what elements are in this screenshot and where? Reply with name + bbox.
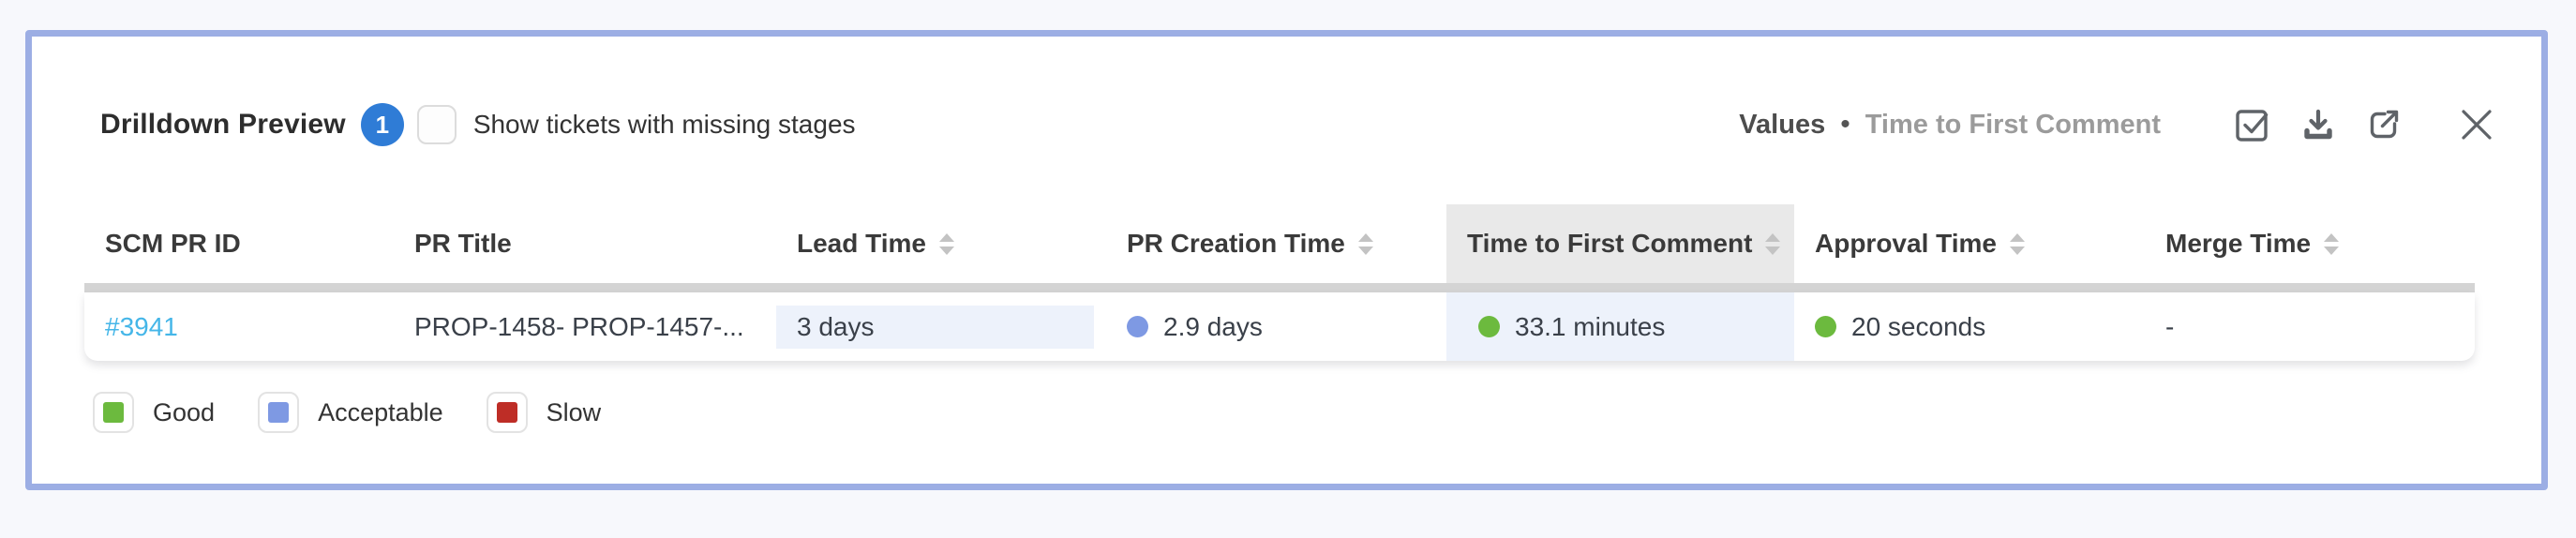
table-header-row: SCM PR ID PR Title Lead Time PR Creation… [84, 204, 2475, 283]
pr-id-link[interactable]: #3941 [105, 311, 178, 341]
selected-metric-label: Time to First Comment [1865, 109, 2161, 140]
column-header-pr-creation-time[interactable]: PR Creation Time [1106, 204, 1446, 283]
sort-icon [2324, 232, 2340, 255]
legend-item-slow: Slow [486, 392, 601, 433]
cell-time-to-first-comment: 33.1 minutes [1446, 292, 1794, 361]
sort-icon [938, 232, 954, 255]
acceptable-swatch [268, 402, 290, 423]
legend-item-good: Good [93, 392, 215, 433]
external-link-icon [2370, 110, 2399, 139]
status-legend: Good Acceptable Slow [93, 392, 601, 433]
panel-header: Drilldown Preview 1 Show tickets with mi… [100, 100, 2498, 149]
count-badge: 1 [360, 103, 404, 146]
download-button[interactable] [2299, 106, 2337, 143]
drilldown-table: SCM PR ID PR Title Lead Time PR Creation… [84, 204, 2475, 361]
lead-time-highlight: 3 days [776, 305, 1094, 349]
cell-merge-time: - [2165, 311, 2175, 341]
slow-swatch [496, 402, 517, 423]
good-swatch [103, 402, 124, 423]
good-status-dot [1815, 316, 1836, 337]
close-icon [2462, 110, 2492, 140]
legend-swatch-box [486, 392, 528, 433]
sort-icon [1357, 232, 1373, 255]
acceptable-status-dot [1127, 316, 1148, 337]
legend-item-acceptable: Acceptable [258, 392, 443, 433]
checkbox-check-icon [2236, 110, 2269, 142]
cell-approval-time: 20 seconds [1794, 292, 2145, 361]
drilldown-preview-panel: Drilldown Preview 1 Show tickets with mi… [25, 30, 2548, 490]
download-icon [2304, 109, 2332, 140]
missing-stages-checkbox[interactable] [416, 105, 457, 144]
good-status-dot [1478, 316, 1500, 337]
panel-header-left: Drilldown Preview 1 Show tickets with mi… [100, 103, 856, 146]
values-label: Values [1739, 109, 1826, 140]
column-header-pr-title: PR Title [414, 229, 512, 258]
sort-icon [2009, 232, 2025, 255]
cell-lead-time: 3 days [776, 292, 1106, 361]
sort-icon [1765, 232, 1781, 255]
toolbar-icon-group [2206, 103, 2498, 146]
column-header-merge-time[interactable]: Merge Time [2145, 204, 2475, 283]
column-header-scm-pr-id: SCM PR ID [105, 229, 241, 258]
cell-pr-creation-time: 2.9 days [1106, 292, 1446, 361]
table-row: #3941 PROP-1458- PROP-1457-... 3 days 2.… [84, 292, 2475, 361]
legend-swatch-box [93, 392, 134, 433]
header-divider [84, 283, 2475, 292]
open-external-button[interactable] [2365, 106, 2403, 143]
legend-swatch-box [258, 392, 300, 433]
column-header-approval-time[interactable]: Approval Time [1794, 204, 2145, 283]
panel-title: Drilldown Preview [100, 109, 346, 140]
cell-scm-pr-id: #3941 [84, 292, 394, 361]
bullet-separator: • [1840, 109, 1850, 140]
column-header-time-to-first-comment[interactable]: Time to First Comment [1446, 204, 1794, 283]
select-button[interactable] [2234, 106, 2271, 143]
panel-header-right: Values • Time to First Comment [1739, 103, 2498, 146]
column-header-lead-time[interactable]: Lead Time [776, 204, 1106, 283]
close-button[interactable] [2455, 103, 2498, 146]
cell-pr-title: PROP-1458- PROP-1457-... [414, 311, 744, 341]
missing-stages-checkbox-label: Show tickets with missing stages [472, 110, 856, 139]
